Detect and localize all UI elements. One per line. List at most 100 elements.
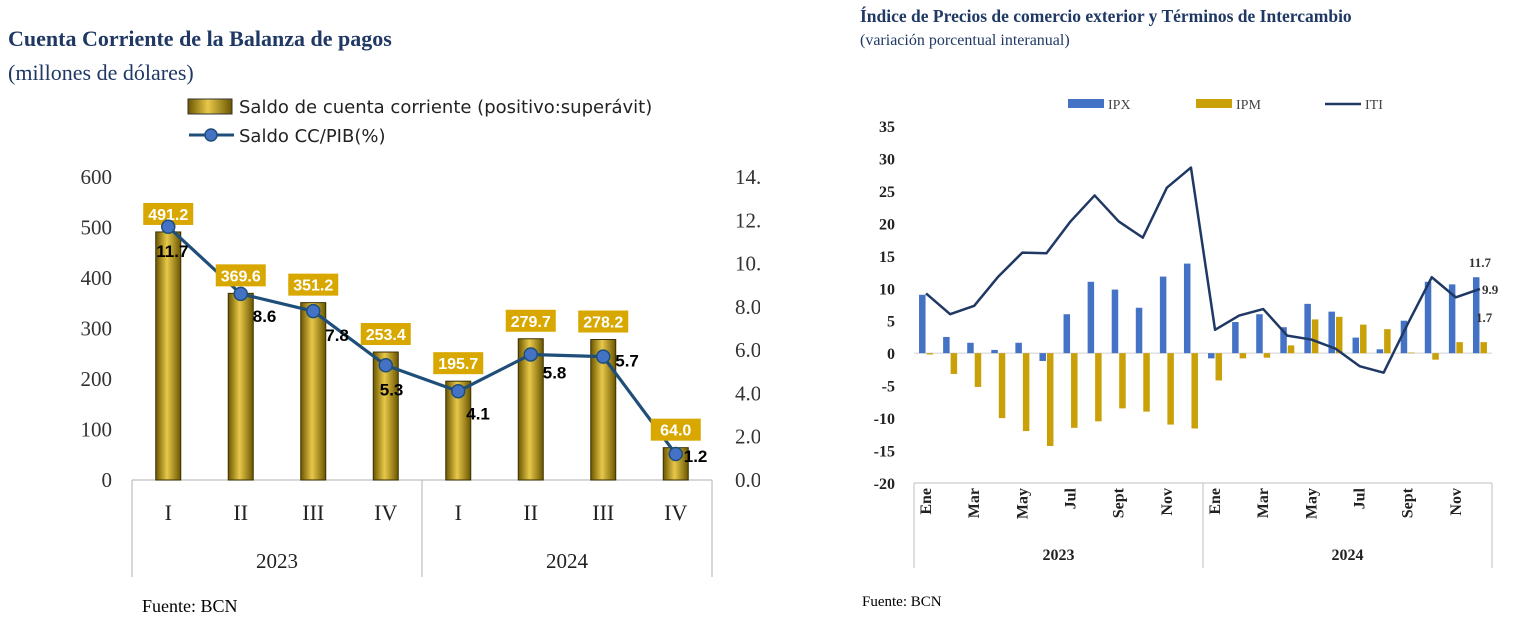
- svg-text:351.2: 351.2: [293, 278, 333, 295]
- x-month-label: May: [1014, 488, 1031, 519]
- x-month-label: Jul: [1063, 487, 1080, 509]
- svg-text:253.4: 253.4: [366, 327, 406, 344]
- svg-text:64.0: 64.0: [660, 423, 691, 440]
- ipm-bar: [1046, 353, 1054, 447]
- left-chart-source: Fuente: BCN: [142, 596, 238, 616]
- ipm-bar: [1360, 324, 1367, 354]
- bar-value-label: 278.2: [578, 310, 629, 333]
- ratio-value-label: 7.8: [325, 326, 349, 345]
- x-month-label: Sept: [1111, 487, 1128, 518]
- current-account-chart: Saldo de cuenta corriente (positivo:supe…: [81, 97, 760, 577]
- bar-value-label: 195.7: [433, 352, 484, 375]
- ratio-value-label: 5.3: [380, 380, 404, 399]
- y-tick-label: -5: [882, 379, 895, 396]
- ipm-bar: [974, 353, 982, 387]
- svg-text:369.6: 369.6: [221, 268, 261, 285]
- svg-text:IPM: IPM: [1236, 98, 1261, 113]
- ipx-bar: [943, 336, 950, 354]
- ipx-bar: [1472, 277, 1480, 354]
- y-tick-label: 30: [879, 151, 895, 168]
- y-right-tick-label: 6.0: [735, 338, 760, 362]
- ratio-marker: [378, 358, 393, 373]
- ipm-bar: [1384, 329, 1391, 354]
- y-tick-label: -15: [874, 444, 895, 461]
- ipx-bar: [1328, 311, 1335, 354]
- ipm-bar: [1239, 353, 1247, 359]
- ipm-bar: [1071, 353, 1078, 428]
- ipm-bar: [1456, 342, 1463, 354]
- x-month-label: Jul: [1352, 487, 1369, 509]
- ratio-value-label: 8.6: [253, 307, 277, 326]
- ipm-bar: [1022, 353, 1030, 432]
- ipx-bar: [1015, 342, 1022, 354]
- ipx-bar: [1159, 276, 1167, 354]
- ipx-bar: [1183, 263, 1191, 354]
- y-left-tick-label: 400: [81, 266, 113, 290]
- ipx-bar: [1400, 320, 1408, 354]
- ratio-marker: [451, 384, 466, 399]
- ipm-bar: [1263, 353, 1271, 358]
- x-category-label: III: [592, 500, 614, 525]
- y-tick-label: 10: [879, 281, 895, 298]
- bar-value-label: 369.6: [215, 264, 266, 287]
- ipx-bar: [1256, 314, 1263, 354]
- ratio-line: [167, 225, 678, 455]
- bar: [517, 338, 544, 481]
- bar-value-label: 491.2: [143, 202, 194, 225]
- x-month-label: Nov: [1159, 488, 1176, 516]
- ratio-value-label: 1.2: [684, 447, 708, 466]
- y-right-tick-label: 14.0: [735, 165, 760, 189]
- y-right-tick-label: 8.0: [735, 295, 760, 319]
- ipx-bar: [919, 294, 926, 354]
- ipx-bar: [1376, 349, 1384, 354]
- legend-item-ipm: IPM: [1196, 98, 1261, 113]
- y-right-tick-label: 0.0: [735, 468, 760, 492]
- ipm-value-label: 1.7: [1476, 310, 1493, 325]
- x-month-label: May: [1303, 488, 1320, 519]
- iti-value-label: 9.9: [1482, 282, 1499, 297]
- ipx-bar: [1280, 327, 1287, 354]
- x-category-label: I: [165, 500, 172, 525]
- svg-text:IPX: IPX: [1108, 98, 1131, 113]
- y-left-tick-label: 600: [81, 165, 113, 189]
- ratio-marker: [596, 349, 611, 364]
- right-chart-subtitle: (variación porcentual interanual): [860, 32, 1070, 49]
- legend-item-line: Saldo CC/PIB(%): [189, 126, 385, 147]
- ipm-bar: [1167, 353, 1174, 425]
- x-category-label: III: [302, 500, 324, 525]
- y-right-tick-label: 10.0: [735, 252, 760, 276]
- svg-text:279.7: 279.7: [511, 314, 551, 331]
- legend-item-iti: ITI: [1325, 98, 1383, 113]
- ipm-bar: [1191, 353, 1198, 429]
- ipm-bar: [950, 353, 958, 374]
- bar-value-label: 253.4: [360, 323, 411, 346]
- ipx-bar: [967, 342, 974, 354]
- x-month-label: Mar: [1255, 488, 1272, 518]
- x-category-label: II: [523, 500, 538, 525]
- bar-value-label: 279.7: [505, 309, 556, 332]
- ipm-bar: [998, 353, 1006, 419]
- x-group-label: 2023: [1043, 547, 1075, 564]
- svg-text:195.7: 195.7: [438, 356, 478, 373]
- ipx-bar: [991, 349, 998, 354]
- ratio-marker: [306, 303, 321, 319]
- y-left-tick-label: 300: [81, 317, 113, 341]
- legend-label-line: Saldo CC/PIB(%): [239, 126, 385, 147]
- ipm-bar: [1408, 352, 1415, 354]
- ipx-bar: [1087, 281, 1095, 354]
- y-tick-label: 0: [887, 346, 895, 363]
- y-left-tick-label: 100: [81, 418, 113, 442]
- ipx-bar: [1424, 281, 1432, 354]
- y-tick-label: 5: [887, 314, 895, 331]
- trade-prices-chart: IPX IPM ITI 35 30 25 20 15 10 5 0 -5 -10 -15 -20 11.7 9.…: [874, 98, 1499, 568]
- iti-line: [925, 166, 1481, 374]
- bar-value-label: 64.0: [650, 418, 701, 441]
- ratio-value-label: 5.8: [543, 363, 567, 382]
- ipm-bar: [1432, 353, 1439, 360]
- ratio-marker: [523, 347, 538, 362]
- ipx-bar: [1352, 337, 1360, 354]
- legend-item-bars: Saldo de cuenta corriente (positivo:supe…: [187, 97, 652, 118]
- ratio-marker: [161, 219, 176, 235]
- y-tick-label: 25: [879, 184, 895, 201]
- x-group-label: 2024: [546, 549, 589, 573]
